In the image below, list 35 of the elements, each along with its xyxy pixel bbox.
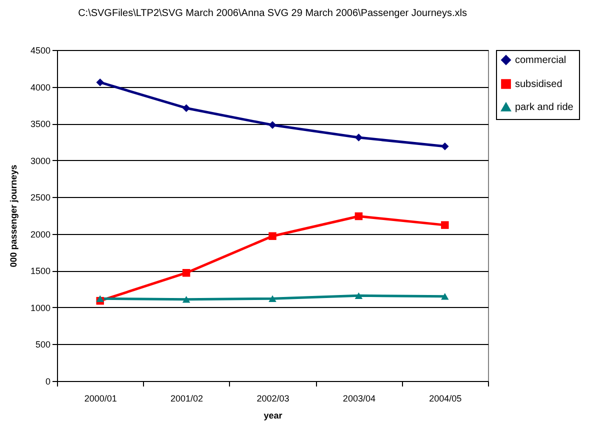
point (182, 104, 190, 112)
y-tick-label: 3000 (30, 156, 50, 166)
point (441, 221, 449, 229)
y-tick-label: 1000 (30, 302, 50, 313)
y-axis-title: 000 passenger journeys (8, 164, 18, 268)
point (354, 292, 363, 300)
point (182, 296, 190, 303)
x-tick-label: 2004/05 (429, 394, 462, 404)
point (268, 295, 276, 302)
point (354, 134, 363, 142)
point (182, 269, 190, 277)
y-tick-label: 2500 (30, 192, 50, 203)
chart-title: C:\SVGFiles\LTP2\SVG March 2006\Anna SVG 29 March 2006\Passenger Journeys.xls (78, 8, 467, 19)
y-tick-label: 4000 (30, 82, 50, 92)
x-tick-label: 2001/02 (170, 394, 204, 404)
legend-label: subsidised (515, 79, 562, 90)
point (441, 293, 449, 300)
y-tick-label: 3500 (30, 119, 50, 130)
legend-label: commercial (515, 55, 566, 66)
y-tick-label: 0 (45, 376, 50, 386)
point (268, 232, 276, 240)
x-tick-label: 2003/04 (342, 394, 376, 404)
y-tick-label: 4500 (30, 46, 50, 56)
x-axis-title: year (264, 410, 283, 420)
x-tick-label: 2002/03 (256, 394, 290, 404)
point (96, 295, 104, 302)
legend-label: park and ride (515, 102, 574, 113)
point (268, 121, 276, 129)
y-tick-label: 1500 (30, 266, 50, 276)
y-tick-label: 2000 (30, 229, 50, 240)
point (354, 212, 363, 220)
point (441, 142, 449, 150)
point (96, 78, 104, 86)
x-tick-label: 2000/01 (84, 394, 117, 404)
y-tick-label: 500 (35, 340, 50, 350)
